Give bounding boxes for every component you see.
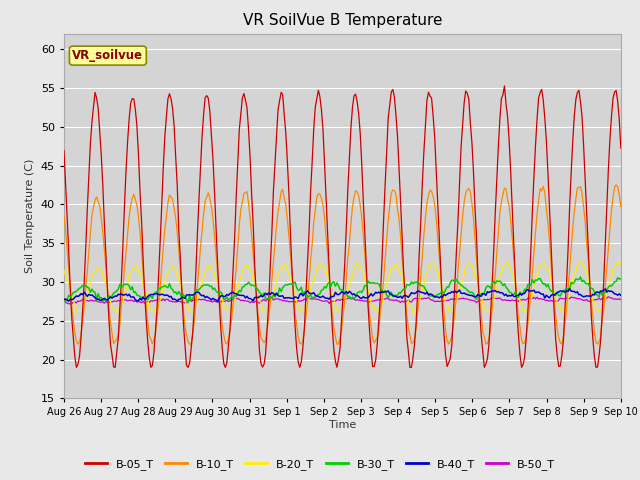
Y-axis label: Soil Temperature (C): Soil Temperature (C) [26, 159, 35, 273]
X-axis label: Time: Time [329, 420, 356, 430]
Legend: B-05_T, B-10_T, B-20_T, B-30_T, B-40_T, B-50_T: B-05_T, B-10_T, B-20_T, B-30_T, B-40_T, … [80, 455, 560, 474]
Title: VR SoilVue B Temperature: VR SoilVue B Temperature [243, 13, 442, 28]
Text: VR_soilvue: VR_soilvue [72, 49, 143, 62]
